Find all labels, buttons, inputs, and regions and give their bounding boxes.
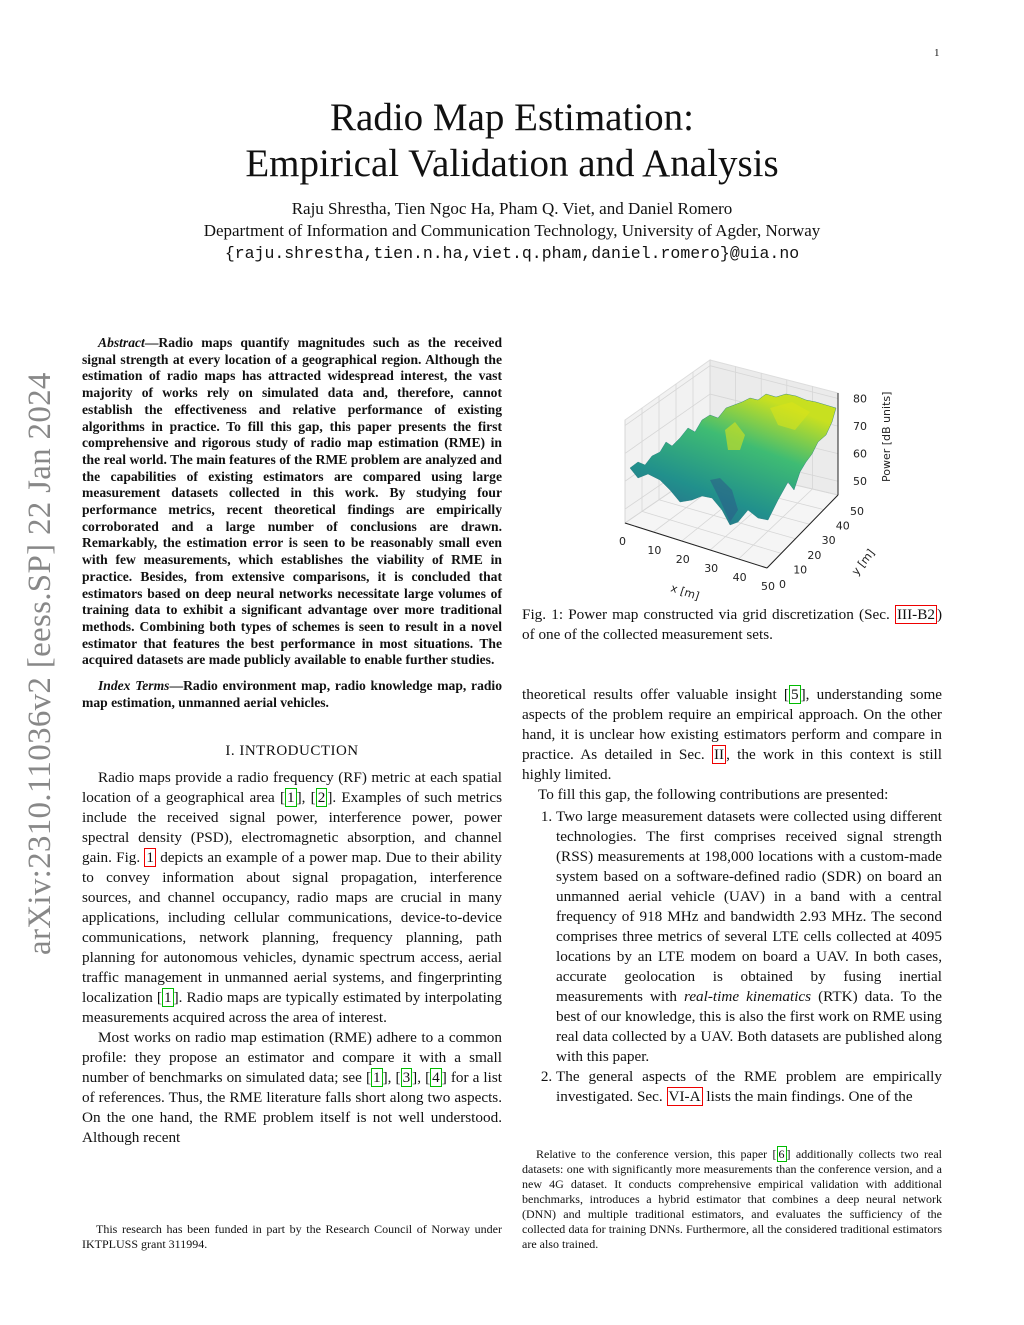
x-axis-label: x [m] <box>669 581 701 602</box>
cross-reference-link[interactable]: II <box>711 745 727 764</box>
contribution-item: The general aspects of the RME problem a… <box>556 1067 942 1107</box>
z-gridline <box>709 365 839 399</box>
citation-link[interactable]: 1 <box>285 788 297 808</box>
z-axis-label: Power [dB units] <box>880 392 893 482</box>
paper-title-line1: Radio Map Estimation: <box>330 96 694 139</box>
citation-link[interactable]: 4 <box>430 1068 442 1088</box>
contribution-item: Two large measurement datasets were coll… <box>556 807 942 1067</box>
arxiv-stamp: arXiv:2310.11036v2 [eess.SP] 22 Jan 2024 <box>22 372 58 955</box>
index-terms-text: —Radio environment map, radio knowledge … <box>82 678 503 710</box>
cross-reference-link[interactable]: VI-A <box>666 1087 703 1106</box>
cross-reference-link[interactable]: III-B2 <box>894 605 937 624</box>
cross-reference-link[interactable]: 1 <box>144 848 156 868</box>
citation-link[interactable]: 2 <box>315 788 328 808</box>
intro-paragraph-1: Radio maps provide a radio frequency (RF… <box>82 769 502 1027</box>
emails: {raju.shrestha,tien.n.ha,viet.q.pham,dan… <box>224 244 800 263</box>
surface-dark-valley <box>710 478 738 522</box>
x-tick-label: 10 <box>647 544 661 557</box>
y-tick-label: 0 <box>779 578 786 591</box>
abstract-text: —Radio maps quantify magnitudes such as … <box>82 335 502 668</box>
section-heading: I. INTRODUCTION <box>225 743 359 760</box>
y-tick-label: 40 <box>836 520 850 533</box>
y-tick-label: 50 <box>850 505 864 518</box>
x-tick-label: 30 <box>704 562 718 575</box>
citation-link[interactable]: 3 <box>400 1068 413 1088</box>
floor-gridline <box>641 511 782 554</box>
index-terms-label: Index Terms <box>98 678 170 694</box>
affiliation: Department of Information and Communicat… <box>203 221 821 240</box>
abstract-label: Abstract <box>98 335 145 350</box>
x-tick-label: 20 <box>676 553 690 566</box>
funding-footnote: This research has been funded in part by… <box>82 1222 502 1251</box>
z-tick-label: 60 <box>853 448 867 461</box>
citation-link[interactable]: 5 <box>788 685 801 704</box>
paper-title-line2: Empirical Validation and Analysis <box>245 142 779 185</box>
x-tick-label: 0 <box>619 535 626 548</box>
contributions-list: Two large measurement datasets were coll… <box>522 807 942 1107</box>
left-column: Abstract—Radio maps quantify magnitudes … <box>82 335 502 1148</box>
index-terms: Index Terms—Radio environment map, radio… <box>82 678 502 711</box>
z-tick-label: 70 <box>853 420 867 433</box>
intro-paragraph-4: To fill this gap, the following contribu… <box>538 786 889 803</box>
right-column: theoretical results offer valuable insig… <box>522 685 942 1107</box>
citation-link[interactable]: 1 <box>371 1068 383 1088</box>
y-tick-label: 30 <box>822 534 836 547</box>
y-tick-label: 20 <box>807 549 821 562</box>
x-tick-label: 50 <box>761 580 775 593</box>
y-tick-label: 10 <box>793 563 807 576</box>
intro-paragraph-3: theoretical results offer valuable insig… <box>522 685 943 783</box>
citation-link[interactable]: 6 <box>776 1146 787 1162</box>
z-gridline <box>624 365 711 426</box>
z-tick-label: 50 <box>853 475 867 488</box>
y-axis <box>766 494 839 569</box>
authors: Raju Shrestha, Tien Ngoc Ha, Pham Q. Vie… <box>291 199 733 218</box>
intro-paragraph-2: Most works on radio map estimation (RME)… <box>82 1029 502 1147</box>
floor-gridline <box>738 488 813 560</box>
x-tick-label: 40 <box>733 571 747 584</box>
conference-footnote: Relative to the conference version, this… <box>522 1146 942 1251</box>
citation-link[interactable]: 1 <box>161 988 174 1008</box>
abstract: Abstract—Radio maps quantify magnitudes … <box>82 335 502 669</box>
y-axis-label: y [m] <box>849 547 877 578</box>
figure-caption: Fig. 1: Power map constructed via grid d… <box>522 605 942 643</box>
x-axis <box>624 522 768 569</box>
z-tick-label: 80 <box>853 393 867 406</box>
page-number: 1 <box>934 47 940 59</box>
z-gridline <box>624 393 711 454</box>
surface-peak <box>725 402 810 450</box>
